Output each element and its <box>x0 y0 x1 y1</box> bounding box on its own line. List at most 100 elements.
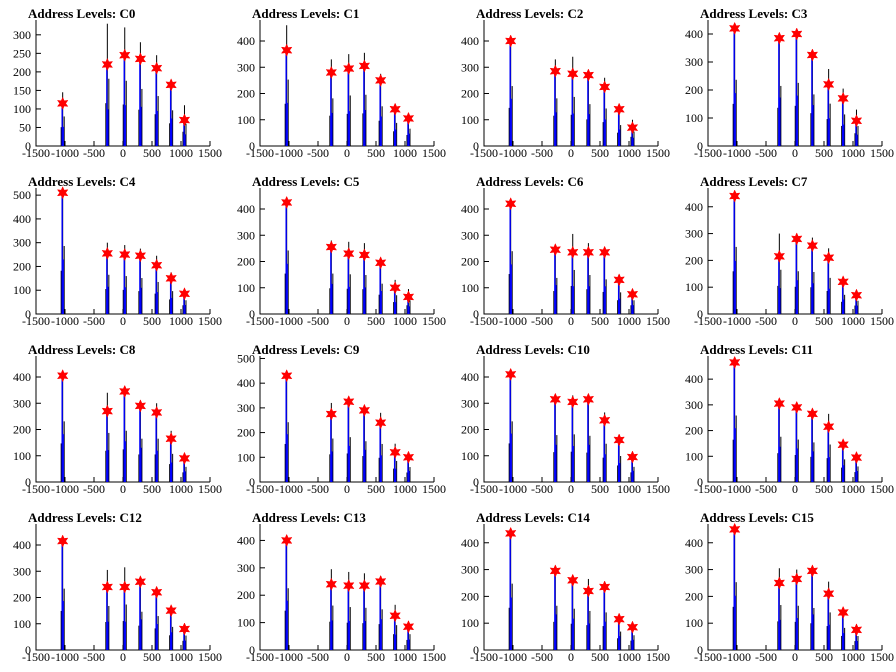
y-tick-label: 400 <box>237 376 255 390</box>
x-tick-label: 0 <box>568 482 574 496</box>
x-tick-label: 0 <box>568 146 574 160</box>
y-tick-label: 0 <box>473 643 479 657</box>
x-tick-label: -500 <box>755 314 777 328</box>
x-tick-label: 500 <box>591 146 609 160</box>
x-tick-label: -500 <box>83 146 105 160</box>
y-tick-label: 400 <box>13 538 31 552</box>
x-tick-label: 1500 <box>422 650 446 664</box>
x-tick-label: -1500 <box>470 650 498 664</box>
x-tick-label: -500 <box>531 314 553 328</box>
peak-marker <box>837 605 849 620</box>
y-tick-label: 300 <box>237 401 255 415</box>
x-tick-label: 1500 <box>646 146 670 160</box>
y-tick-label: 300 <box>461 563 479 577</box>
y-tick-label: 0 <box>249 307 255 321</box>
x-tick-label: 1000 <box>841 482 865 496</box>
peak-marker <box>504 34 517 48</box>
x-tick-label: -1000 <box>499 314 527 328</box>
x-tick-label: 500 <box>815 482 833 496</box>
y-tick-label: 300 <box>237 228 255 242</box>
peak-marker <box>773 249 786 263</box>
peak-marker <box>374 574 387 589</box>
peak-marker <box>598 413 611 427</box>
x-tick-label: 1500 <box>646 314 670 328</box>
histogram-panel: Address Levels: C3 0 100 200 300 400 -1500 -100… <box>672 0 896 168</box>
x-tick-label: -500 <box>307 482 329 496</box>
x-tick-label: 1500 <box>646 482 670 496</box>
histogram-panel: Address Levels: C12 0 100 200 300 400 -1500 -10… <box>0 504 224 672</box>
peak-marker <box>178 287 191 301</box>
peak-marker <box>389 609 401 623</box>
x-tick-label: -500 <box>755 482 777 496</box>
peak-marker <box>613 273 625 287</box>
peak-marker <box>582 392 595 406</box>
x-tick-label: 500 <box>143 650 161 664</box>
x-tick-label: -500 <box>83 314 105 328</box>
x-tick-label: 0 <box>792 314 798 328</box>
y-tick-label: 200 <box>461 589 479 603</box>
y-tick-label: 300 <box>461 396 479 410</box>
chart-title: Address Levels: C11 <box>700 342 813 357</box>
x-tick-label: -1000 <box>723 314 751 328</box>
peak-marker <box>791 400 803 415</box>
x-tick-label: 0 <box>344 482 350 496</box>
chart-title: Address Levels: C10 <box>476 342 590 357</box>
y-tick-label: 200 <box>461 255 479 269</box>
peak-marker <box>101 404 114 418</box>
y-tick-label: 300 <box>13 236 31 250</box>
peak-marker <box>613 433 625 447</box>
y-tick-label: 300 <box>461 60 479 74</box>
y-tick-label: 100 <box>13 617 31 631</box>
x-tick-label: 0 <box>120 650 126 664</box>
peak-marker <box>358 403 371 417</box>
chart-title: Address Levels: C7 <box>700 174 808 189</box>
x-tick-label: 1000 <box>841 650 865 664</box>
peak-marker <box>567 395 579 409</box>
peak-marker <box>165 432 177 446</box>
peak-marker <box>150 585 163 599</box>
x-tick-label: -1000 <box>499 146 527 160</box>
peak-marker <box>549 243 562 257</box>
x-tick-label: -500 <box>307 650 329 664</box>
y-tick-label: 0 <box>25 475 31 489</box>
y-tick-label: 300 <box>685 563 703 577</box>
peak-marker <box>358 248 371 262</box>
peak-marker <box>402 111 415 126</box>
histogram-panel: Address Levels: C11 0 100 200 300 400 -1500 -10… <box>672 336 896 504</box>
histogram-panel: Address Levels: C6 0 100 200 300 400 -1500 -100… <box>448 168 672 336</box>
peak-marker <box>343 61 355 76</box>
peak-marker <box>325 240 338 254</box>
y-tick-label: 200 <box>685 253 703 267</box>
histogram-chart: Address Levels: C6 0 100 200 300 400 -1500 -100… <box>461 174 670 328</box>
y-tick-label: 100 <box>237 616 255 630</box>
x-tick-label: 1000 <box>617 650 641 664</box>
peak-marker <box>389 102 401 116</box>
y-tick-label: 100 <box>461 616 479 630</box>
peak-marker <box>850 623 863 637</box>
y-tick-label: 100 <box>237 450 255 464</box>
y-tick-label: 100 <box>685 111 703 125</box>
x-tick-label: -500 <box>755 650 777 664</box>
peak-marker <box>582 584 595 598</box>
x-tick-label: 0 <box>344 314 350 328</box>
y-tick-label: 0 <box>25 643 31 657</box>
x-tick-label: -1000 <box>275 650 303 664</box>
y-tick-label: 0 <box>249 643 255 657</box>
x-tick-label: -1500 <box>470 482 498 496</box>
peak-marker <box>504 197 517 211</box>
x-tick-label: 500 <box>591 650 609 664</box>
x-tick-label: -500 <box>307 146 329 160</box>
y-tick-label: 0 <box>25 307 31 321</box>
x-tick-label: 0 <box>344 650 350 664</box>
peak-marker <box>374 416 387 430</box>
peak-marker <box>791 232 803 246</box>
peak-marker <box>567 573 579 587</box>
peak-marker <box>822 77 835 92</box>
peak-marker <box>165 78 177 92</box>
y-tick-label: 400 <box>685 27 703 41</box>
peak-marker <box>806 48 819 62</box>
peak-marker <box>822 251 835 265</box>
y-tick-label: 400 <box>461 202 479 216</box>
peak-marker <box>56 369 69 383</box>
x-tick-label: 500 <box>367 482 385 496</box>
